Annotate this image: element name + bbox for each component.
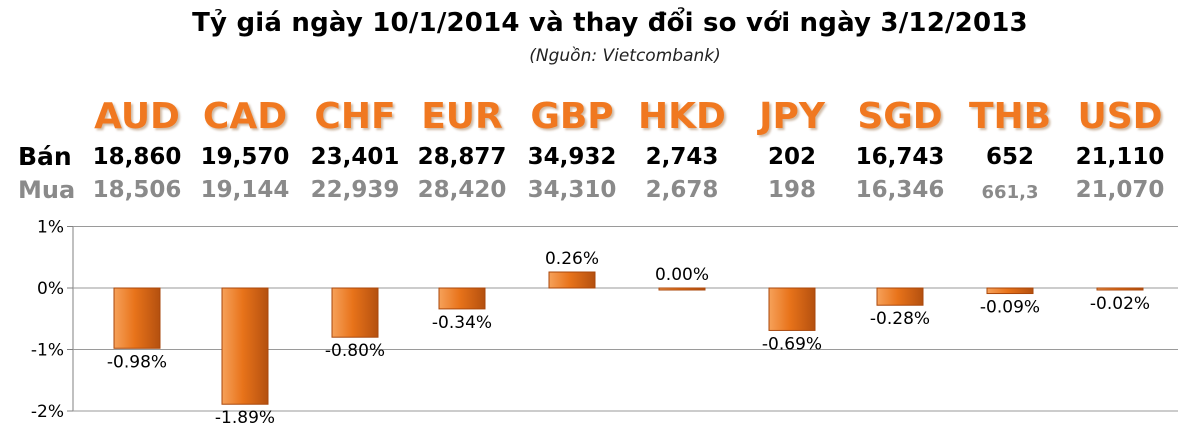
bar-hkd (658, 287, 706, 291)
bar-cad (221, 287, 269, 405)
buy-rate-usd: 21,070 (1075, 177, 1165, 203)
buy-rate-chf: 22,939 (310, 177, 400, 203)
data-label-chf: -0.80% (325, 341, 385, 361)
bar-usd (1096, 287, 1144, 291)
bar-thb (986, 287, 1034, 295)
bar-gbp (548, 271, 596, 289)
data-label-usd: -0.02% (1090, 294, 1150, 314)
currency-code-thb: THB (968, 96, 1052, 137)
currency-code-hkd: HKD (638, 96, 726, 137)
data-label-aud: -0.98% (107, 352, 167, 372)
sell-rate-cad: 19,570 (200, 144, 290, 170)
y-tick-label-3: -2% (31, 402, 64, 422)
currency-code-gbp: GBP (530, 96, 614, 137)
y-tick-label-2: -1% (31, 341, 64, 361)
currency-code-usd: USD (1077, 96, 1163, 137)
buy-rate-jpy: 198 (767, 177, 816, 203)
data-label-sgd: -0.28% (870, 309, 930, 329)
sell-rate-usd: 21,110 (1075, 144, 1165, 170)
buy-rate-sgd: 16,346 (855, 177, 945, 203)
bar-jpy (768, 287, 816, 331)
currency-code-cad: CAD (202, 96, 288, 137)
buy-rate-gbp: 34,310 (527, 177, 617, 203)
sell-row-label: Bán (18, 142, 72, 171)
chart-title: Tỷ giá ngày 10/1/2014 và thay đổi so với… (192, 8, 1028, 38)
y-tick-label-0: 1% (37, 218, 64, 238)
currency-code-aud: AUD (94, 96, 180, 137)
bar-chf (331, 287, 379, 338)
buy-rate-cad: 19,144 (200, 177, 290, 203)
data-label-cad: -1.89% (215, 408, 275, 428)
data-label-eur: -0.34% (432, 313, 492, 333)
buy-rate-hkd: 2,678 (645, 177, 719, 203)
buy-rate-thb: 661,3 (981, 182, 1039, 203)
currency-code-jpy: JPY (759, 96, 825, 137)
sell-rate-sgd: 16,743 (855, 144, 945, 170)
currency-code-chf: CHF (314, 96, 396, 137)
sell-rate-jpy: 202 (767, 144, 816, 170)
chart-subtitle: (Nguồn: Vietcombank) (529, 46, 721, 66)
sell-rate-chf: 23,401 (310, 144, 400, 170)
buy-row-label: Mua (18, 176, 76, 204)
bar-sgd (876, 287, 924, 306)
currency-code-eur: EUR (421, 96, 503, 137)
data-label-gbp: 0.26% (545, 249, 599, 269)
data-label-hkd: 0.00% (655, 265, 709, 285)
data-label-jpy: -0.69% (762, 334, 822, 354)
data-label-thb: -0.09% (980, 298, 1040, 318)
buy-rate-eur: 28,420 (417, 177, 507, 203)
currency-code-sgd: SGD (857, 96, 943, 137)
sell-rate-aud: 18,860 (92, 144, 182, 170)
y-tick-label-1: 0% (37, 279, 64, 299)
sell-rate-gbp: 34,932 (527, 144, 617, 170)
sell-rate-eur: 28,877 (417, 144, 507, 170)
buy-rate-aud: 18,506 (92, 177, 182, 203)
bar-aud (113, 287, 161, 349)
sell-rate-hkd: 2,743 (645, 144, 719, 170)
bar-eur (438, 287, 486, 310)
sell-rate-thb: 652 (985, 144, 1034, 170)
